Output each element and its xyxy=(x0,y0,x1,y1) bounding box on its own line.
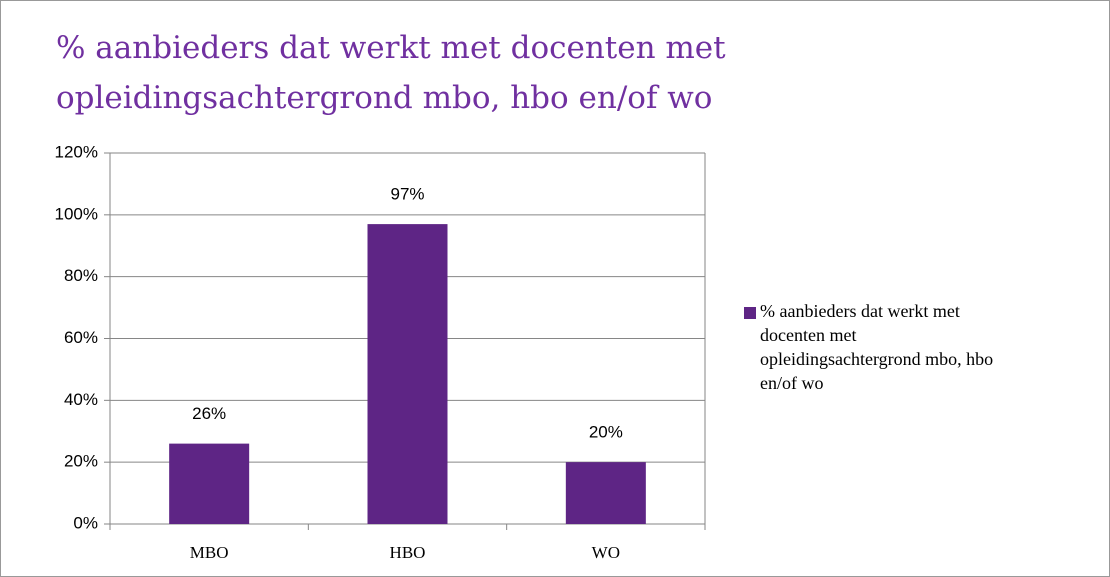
y-tick-label: 20% xyxy=(64,452,98,471)
x-tick-label: HBO xyxy=(390,543,426,562)
data-label: 20% xyxy=(589,423,623,442)
y-tick-label: 0% xyxy=(73,513,98,532)
y-tick-label: 80% xyxy=(64,266,98,285)
bar xyxy=(169,443,250,524)
y-tick-label: 60% xyxy=(64,328,98,347)
bar xyxy=(565,462,646,524)
y-tick-label: 40% xyxy=(64,390,98,409)
legend-swatch xyxy=(744,307,756,319)
y-tick-label: 100% xyxy=(55,204,98,223)
data-label: 26% xyxy=(192,404,226,423)
legend-label: % aanbieders dat werkt met docenten met … xyxy=(760,301,994,393)
x-tick-label: MBO xyxy=(190,543,229,562)
data-label: 97% xyxy=(390,185,424,204)
bar xyxy=(367,224,448,524)
x-tick-label: WO xyxy=(592,543,620,562)
y-tick-label: 120% xyxy=(55,142,98,161)
chart-title: % aanbieders dat werkt met docenten met … xyxy=(56,30,726,116)
